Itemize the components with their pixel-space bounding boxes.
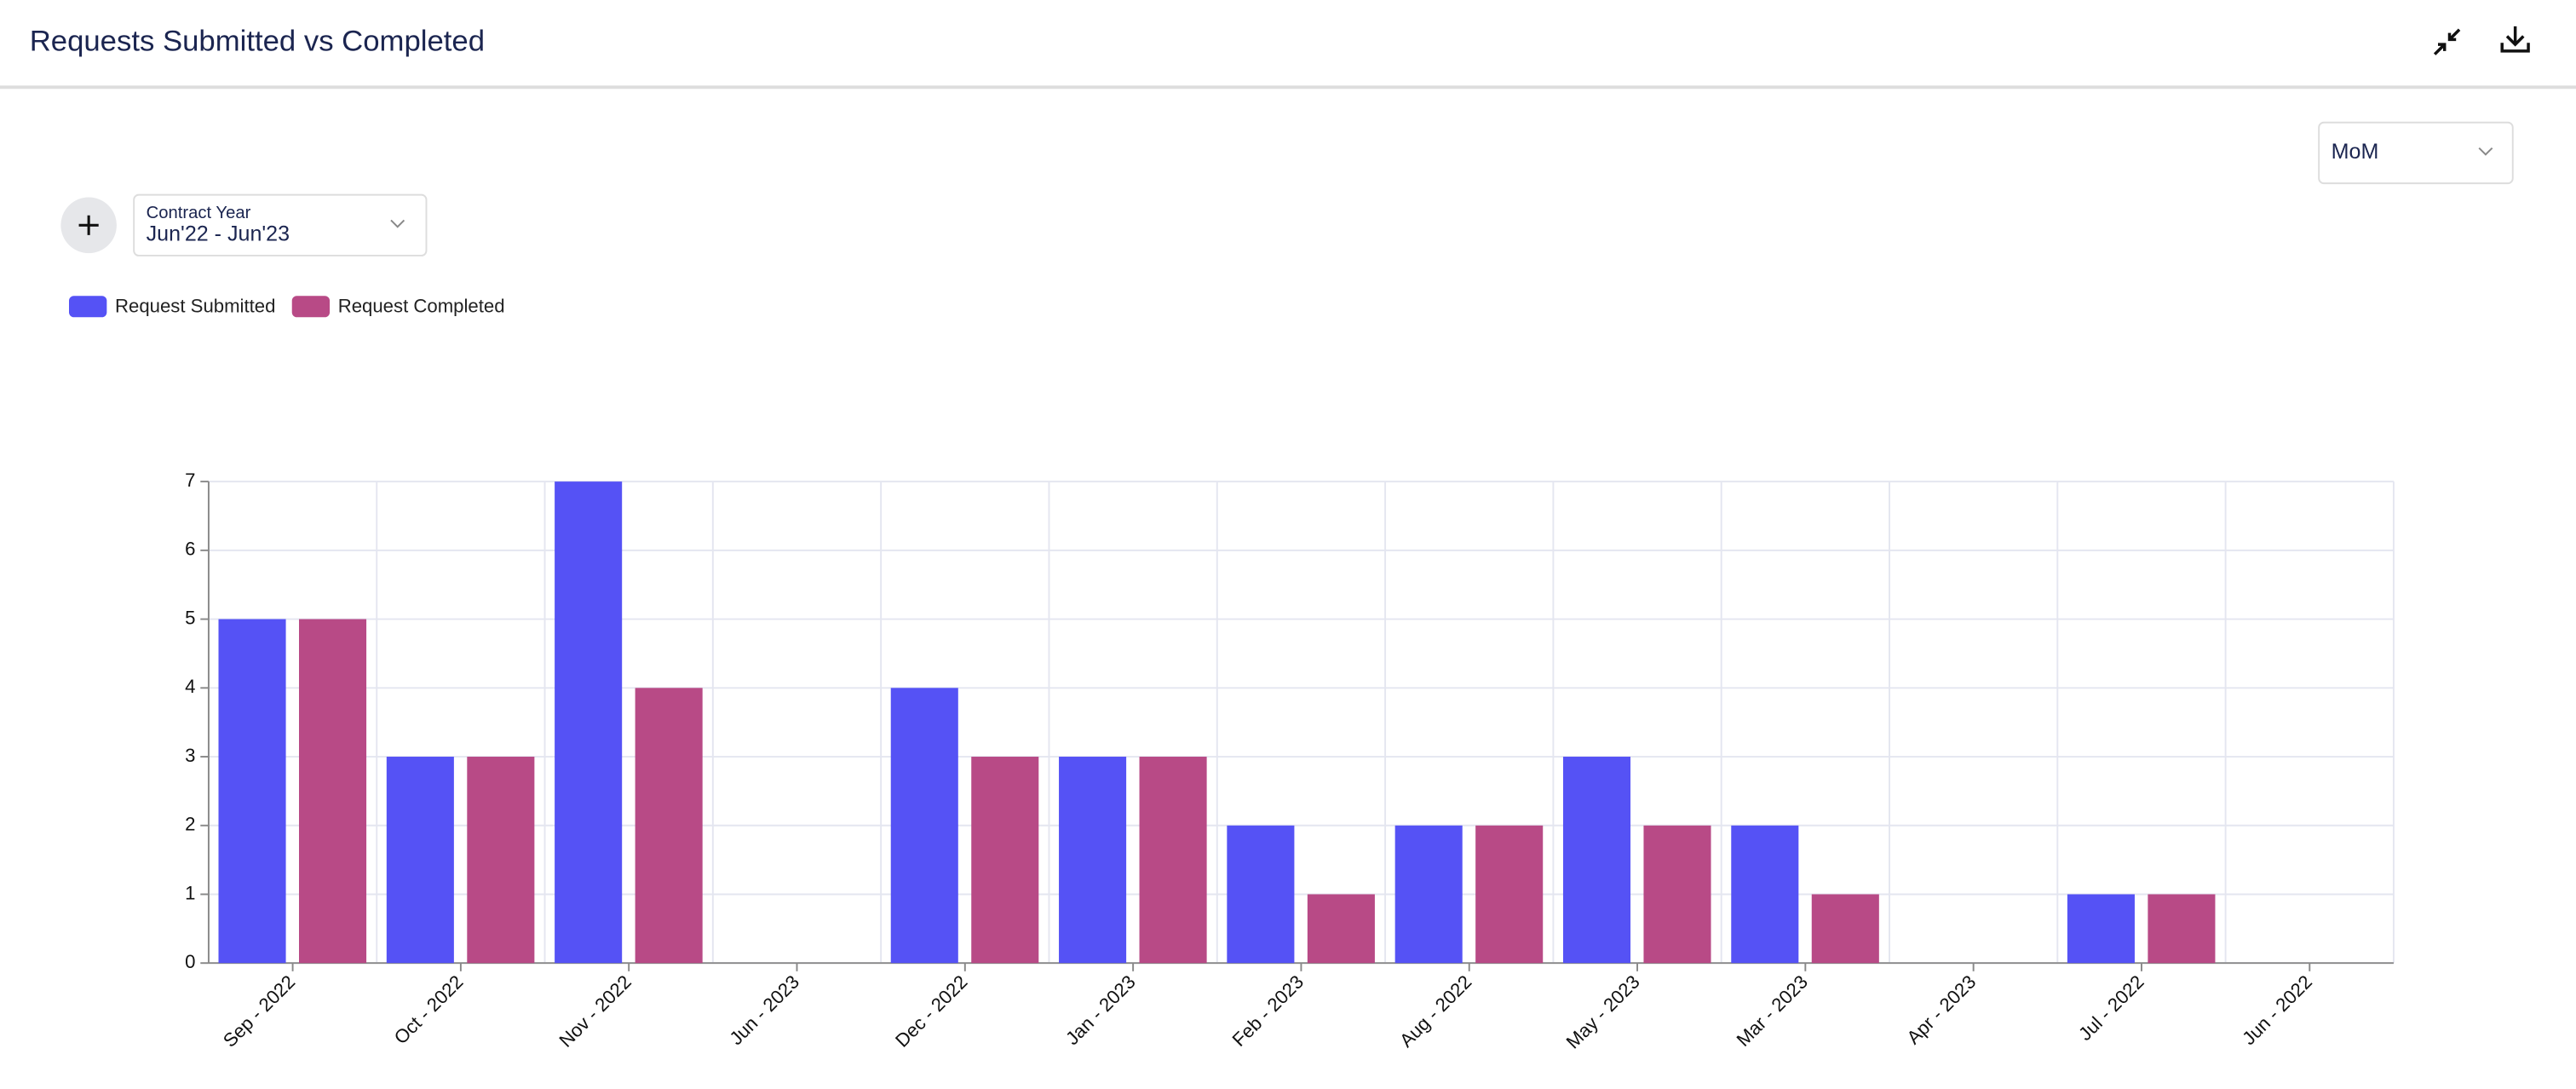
bar [1562,757,1631,964]
bar [1307,894,1375,964]
download-icon[interactable] [2500,26,2530,53]
y-tick-label: 2 [185,814,195,835]
x-tick-label: Dec - 2022 [891,971,971,1051]
x-tick-label: Feb - 2023 [1228,971,1308,1050]
bar [1059,757,1127,964]
x-tick-label: Jun - 2023 [725,971,803,1049]
bar [386,757,454,964]
bar [467,757,535,964]
x-tick-label: Jun - 2022 [2238,971,2316,1049]
x-tick-label: Apr - 2023 [1902,971,1980,1048]
bar [1811,894,1879,964]
y-tick-label: 7 [185,470,195,491]
page-title: Requests Submitted vs Completed [30,25,485,57]
y-tick-label: 4 [185,676,195,697]
y-tick-label: 6 [185,539,195,560]
bar [1643,825,1711,964]
bar [1227,825,1295,964]
bar [2148,894,2216,964]
x-tick-label: Mar - 2023 [1733,971,1812,1050]
x-tick-label: Oct - 2022 [390,971,468,1048]
x-tick-label: May - 2023 [1562,971,1644,1052]
filter-label: Contract Year [147,204,251,222]
header-bar [0,0,2576,86]
bar [2067,894,2135,964]
bar [1139,757,1207,964]
legend-label: Request Submitted [115,296,275,317]
legend-label: Request Completed [338,296,505,317]
add-filter-button[interactable] [60,197,117,254]
collapse-icon[interactable] [2433,28,2461,55]
legend-swatch [291,296,331,318]
period-dropdown[interactable]: MoM [2318,121,2514,185]
bar [890,688,958,964]
bar [1731,825,1799,964]
x-tick-label: Jul - 2022 [2074,971,2148,1044]
y-tick-label: 1 [185,882,195,903]
y-tick-label: 0 [185,951,195,972]
period-value: MoM [2332,140,2379,164]
bar [1394,825,1463,964]
bar [299,619,367,964]
x-tick-label: Nov - 2022 [555,971,635,1051]
chart: Request Submitted Request Completed 0 1 2 3 4 5… [69,296,2395,1053]
x-tick-label: Sep - 2022 [219,971,299,1051]
filter-value: Jun'22 - Jun'23 [147,222,290,245]
y-tick-label: 3 [185,745,195,766]
bar [555,481,623,964]
bar [971,757,1039,964]
y-tick-label: 5 [185,607,195,628]
contract-year-dropdown[interactable]: Contract Year Jun'22 - Jun'23 [133,193,428,256]
bar [635,688,703,964]
bar [218,619,286,964]
x-tick-label: Aug - 2022 [1395,971,1475,1051]
x-tick-label: Jan - 2023 [1061,971,1140,1049]
bar [1475,825,1544,964]
legend-swatch [69,296,107,318]
